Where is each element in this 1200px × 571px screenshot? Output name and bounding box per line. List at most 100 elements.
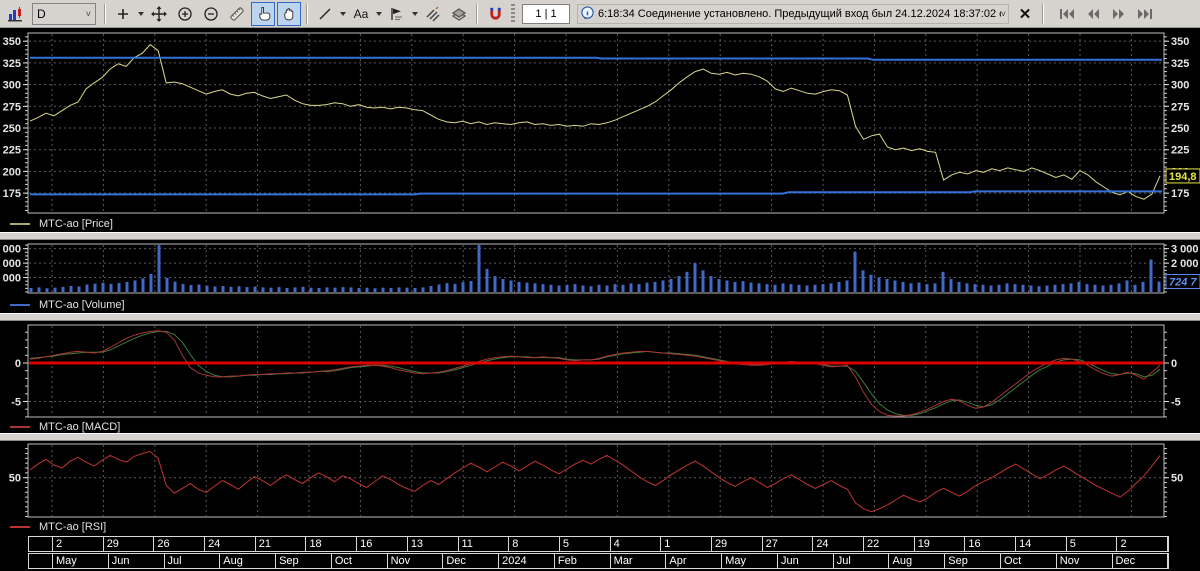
price-chart-plot[interactable]: 1752002252502753003253501752002252502753… xyxy=(0,29,1200,216)
price-axis-tick-label: 300 xyxy=(3,80,21,92)
date-cell: 24 xyxy=(813,537,864,551)
add-indicator-caret[interactable] xyxy=(138,11,144,16)
chevron-down-icon: ˅ xyxy=(85,8,91,19)
chart-toolbar: D ˅ xyxy=(0,0,1200,28)
toolbar-separator xyxy=(306,3,308,24)
rsi-panel: 50 50 xyxy=(0,441,1200,519)
magnet-tool-button[interactable] xyxy=(483,2,507,26)
price-last-value-text: 194,8 xyxy=(1169,171,1197,183)
macd-axis-tick-label: -5 xyxy=(11,397,21,409)
price-axis-tick-label: 225 xyxy=(1171,145,1189,157)
volume-legend-label: МТС-ао [Volume] xyxy=(39,299,125,311)
date-cell: Nov xyxy=(1057,554,1113,568)
volume-legend[interactable]: МТС-ао [Volume] xyxy=(0,297,1200,313)
date-cell: Mar xyxy=(611,554,667,568)
price-legend-label: МТС-ао [Price] xyxy=(39,218,113,230)
date-cell: 2 xyxy=(53,537,104,551)
text-tool-label: Aa xyxy=(353,6,369,21)
date-cell: 27 xyxy=(763,537,814,551)
toolbar-separator xyxy=(1042,3,1044,24)
line-tool-caret[interactable] xyxy=(340,11,346,16)
pointer-flag-caret[interactable] xyxy=(412,11,418,16)
date-cell: 29 xyxy=(104,537,155,551)
rsi-legend-label: МТС-ао [RSI] xyxy=(39,521,107,533)
date-cell: Jun xyxy=(109,554,165,568)
date-cell: Feb xyxy=(555,554,611,568)
date-cell-empty xyxy=(29,554,53,568)
macd-panel: 0 -5 0 -5 xyxy=(0,321,1200,419)
price-legend[interactable]: МТС-ао [Price] xyxy=(0,216,1200,232)
pan-hand-tool-button[interactable] xyxy=(277,1,301,26)
zoom-out-button[interactable] xyxy=(199,2,223,26)
macd-chart-plot[interactable]: 0 -5 0 -5 xyxy=(0,321,1200,419)
panel-splitter[interactable] xyxy=(0,433,1200,441)
interval-value: D xyxy=(37,6,46,21)
pointer-flag-tool-button[interactable] xyxy=(385,2,409,26)
price-axis-tick-label: 275 xyxy=(1171,101,1189,113)
close-message-button[interactable]: ✕ xyxy=(1013,2,1037,26)
rsi-chart-plot[interactable]: 50 50 xyxy=(0,441,1200,519)
toolbar-separator xyxy=(476,3,478,24)
macd-legend[interactable]: МТС-ао [MACD] xyxy=(0,419,1200,435)
volume-axis-tick-label: 2 000 xyxy=(1171,258,1199,270)
date-cell: 26 xyxy=(154,537,206,551)
date-cell: 14 xyxy=(1016,537,1067,551)
toolbar-separator xyxy=(104,3,106,24)
price-axis-tick-label: 200 xyxy=(3,166,21,178)
volume-axis-tick-label: 000 xyxy=(3,273,21,285)
rsi-legend[interactable]: МТС-ао [RSI] xyxy=(0,519,1200,535)
date-cell: May xyxy=(722,554,778,568)
price-axis-tick-label: 250 xyxy=(1171,123,1189,135)
price-axis-tick-label: 325 xyxy=(1171,58,1189,70)
rsi-legend-dash xyxy=(10,526,30,528)
price-axis-tick-label: 325 xyxy=(3,58,21,70)
rsi-axis-tick-label: 50 xyxy=(1171,473,1183,485)
date-cell: Jun xyxy=(778,554,834,568)
status-combobox[interactable]: 6:18:34 Соединение установлено. Предыдущ… xyxy=(577,3,1009,24)
date-cell: Dec xyxy=(1113,554,1169,568)
macd-axis-tick-label: 0 xyxy=(15,358,21,370)
nav-next-button[interactable] xyxy=(1107,2,1131,26)
text-tool-caret[interactable] xyxy=(376,11,382,16)
zoom-in-button[interactable] xyxy=(173,2,197,26)
panel-splitter[interactable] xyxy=(0,313,1200,321)
date-cell: 18 xyxy=(306,537,358,551)
price-legend-dash xyxy=(10,223,30,225)
macd-legend-dash xyxy=(10,426,30,428)
date-cell: 16 xyxy=(965,537,1017,551)
add-indicator-button[interactable] xyxy=(111,2,135,26)
panel-splitter[interactable] xyxy=(0,232,1200,240)
date-cell: 1 xyxy=(661,537,712,551)
line-tool-button[interactable] xyxy=(313,2,337,26)
toolbar-separator xyxy=(511,3,515,24)
layers-tool-button[interactable] xyxy=(447,2,471,26)
volume-chart-plot[interactable]: 000 000 000 3 000 2 000 724 7 xyxy=(0,240,1200,297)
date-axis-days: 2 29 26 24 21 18 16 13 11 8 5 4 1 29 27 24 22 19 16 14 5 2 xyxy=(28,536,1170,552)
price-axis-tick-label: 225 xyxy=(3,145,21,157)
point-hand-tool-button[interactable] xyxy=(251,1,275,26)
lower-level-line xyxy=(30,190,1162,196)
interval-select[interactable]: D ˅ xyxy=(32,2,96,25)
date-cell: Aug xyxy=(889,554,946,568)
price-axis-tick-label: 275 xyxy=(3,101,21,113)
chart-window-icon xyxy=(3,2,27,26)
date-cell: Aug xyxy=(220,554,277,568)
hatch-tool-button[interactable] xyxy=(421,2,445,26)
nav-first-button[interactable] xyxy=(1055,2,1079,26)
price-panel: 1752002252502753003253501752002252502753… xyxy=(0,29,1200,216)
text-tool-button[interactable]: Aa xyxy=(349,2,373,26)
nav-prev-button[interactable] xyxy=(1081,2,1105,26)
nav-last-button[interactable] xyxy=(1133,2,1157,26)
date-cell: Oct xyxy=(332,554,388,568)
status-chevron-down-icon[interactable]: ˅ xyxy=(1000,8,1006,19)
ruler-tool-button[interactable] xyxy=(225,2,249,26)
close-icon: ✕ xyxy=(1018,5,1032,23)
volume-axis-tick-label: 000 xyxy=(3,244,21,256)
price-axis-tick-label: 175 xyxy=(1171,188,1189,200)
status-message: 6:18:34 Соединение установлено. Предыдущ… xyxy=(598,7,1001,20)
price-axis-tick-label: 175 xyxy=(3,188,21,200)
move-tool-button[interactable] xyxy=(147,2,171,26)
date-cell: 5 xyxy=(560,537,611,551)
info-icon xyxy=(581,6,594,20)
